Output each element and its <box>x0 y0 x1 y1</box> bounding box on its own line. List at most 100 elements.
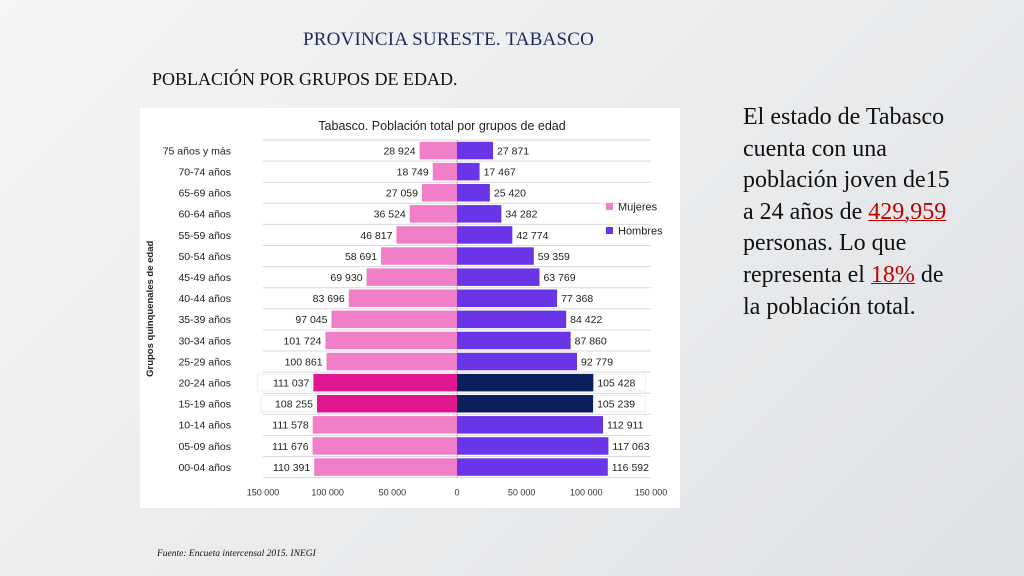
data-label-hombres: 17 467 <box>484 166 516 178</box>
summary-text-part1: El estado de Tabasco cuenta con una pobl… <box>743 104 950 225</box>
data-label-hombres: 59 359 <box>538 251 570 263</box>
data-label-mujeres: 18 749 <box>397 166 429 178</box>
summary-highlight-population: 429,959 <box>868 198 947 225</box>
data-label-mujeres: 27 059 <box>386 188 418 200</box>
y-tick-label: 70-74 años <box>178 166 231 178</box>
data-label-mujeres: 110 391 <box>273 462 310 474</box>
bar-hombres <box>457 416 604 434</box>
legend-swatch-hombres <box>606 227 613 234</box>
legend-label-hombres: Hombres <box>618 226 663 238</box>
bar-mujeres <box>316 395 457 413</box>
y-tick-label: 10-14 años <box>178 420 231 432</box>
data-label-hombres: 105 239 <box>597 399 635 411</box>
data-label-mujeres: 28 924 <box>383 145 415 157</box>
data-label-hombres: 117 063 <box>612 441 649 453</box>
data-label-mujeres: 69 930 <box>330 272 362 284</box>
y-tick-label: 30-34 años <box>178 335 231 347</box>
bar-mujeres <box>312 437 457 455</box>
bar-hombres <box>457 268 540 286</box>
chart-title: Tabasco. Población total por grupos de e… <box>318 119 565 133</box>
data-label-mujeres: 108 255 <box>275 399 313 411</box>
x-tick-label: 0 <box>454 488 459 498</box>
data-label-hombres: 25 420 <box>494 188 526 200</box>
bar-mujeres <box>409 205 457 223</box>
population-pyramid-chart: Tabasco. Población total por grupos de e… <box>145 119 668 498</box>
y-axis-title: Grupos quinquenales de edad <box>145 241 156 377</box>
data-label-hombres: 77 368 <box>561 293 593 305</box>
data-label-mujeres: 100 861 <box>285 356 323 368</box>
data-label-hombres: 105 428 <box>597 377 635 389</box>
summary-text-part3: de la población total. <box>743 261 944 320</box>
data-label-bg <box>256 373 312 392</box>
data-label-bg <box>594 373 646 392</box>
bar-mujeres <box>422 184 457 202</box>
data-label-hombres: 92 779 <box>581 356 613 368</box>
y-tick-label: 45-49 años <box>178 272 231 284</box>
y-tick-label: 00-04 años <box>178 462 231 474</box>
bar-mujeres <box>366 268 457 286</box>
summary-text-part2: personas. Lo que representa el <box>743 230 907 288</box>
data-label-hombres: 112 911 <box>607 420 644 432</box>
bar-hombres <box>457 437 609 455</box>
y-tick-label: 60-64 años <box>178 209 231 221</box>
x-tick-label: 150 000 <box>635 488 668 498</box>
bar-mujeres <box>381 247 457 265</box>
chart-area: Tabasco. Población total por grupos de e… <box>140 108 680 508</box>
data-label-mujeres: 101 724 <box>283 335 321 347</box>
bar-mujeres <box>326 352 457 371</box>
bar-hombres <box>457 289 558 307</box>
source-note: Fuente: Encueta intercensal 2015. INEGI <box>157 549 316 559</box>
legend-label-mujeres: Mujeres <box>618 202 658 214</box>
bar-hombres <box>457 205 502 223</box>
data-label-hombres: 42 774 <box>516 230 548 242</box>
bar-mujeres <box>313 373 457 392</box>
x-tick-label: 150 000 <box>247 488 280 498</box>
bar-hombres <box>457 226 513 244</box>
bar-hombres <box>457 395 594 413</box>
bar-hombres <box>457 184 490 202</box>
data-label-hombres: 116 592 <box>612 462 649 474</box>
bar-mujeres <box>348 289 457 307</box>
bar-mujeres <box>432 162 457 181</box>
data-label-mujeres: 46 817 <box>360 230 392 242</box>
summary-highlight-percent: 18% <box>870 261 915 288</box>
data-label-mujeres: 83 696 <box>313 293 345 305</box>
x-tick-label: 50 000 <box>508 488 536 498</box>
bar-mujeres <box>314 458 457 476</box>
slide-subtitle: POBLACIÓN POR GRUPOS DE EDAD. <box>152 69 458 89</box>
data-label-hombres: 34 282 <box>505 209 537 221</box>
bar-hombres <box>457 352 577 371</box>
data-label-mujeres: 36 524 <box>374 209 406 221</box>
bar-mujeres <box>419 141 457 160</box>
data-label-mujeres: 111 578 <box>272 420 309 432</box>
slide-title: PROVINCIA SURESTE. TABASCO <box>303 29 595 50</box>
data-label-hombres: 27 871 <box>497 145 529 157</box>
y-tick-label: 35-39 años <box>178 314 231 326</box>
y-tick-label: 40-44 años <box>178 293 231 305</box>
bar-mujeres <box>331 310 457 329</box>
legend-swatch-mujeres <box>606 203 613 210</box>
data-label-hombres: 87 860 <box>575 335 607 347</box>
x-tick-label: 50 000 <box>379 488 407 498</box>
data-label-mujeres: 97 045 <box>295 314 327 326</box>
y-tick-label: 05-09 años <box>178 441 231 453</box>
bar-hombres <box>457 331 571 350</box>
bar-mujeres <box>325 331 457 350</box>
bar-hombres <box>457 141 494 160</box>
data-label-mujeres: 58 691 <box>345 251 377 263</box>
y-tick-label: 15-19 años <box>178 399 231 411</box>
data-label-mujeres: 111 037 <box>273 377 310 389</box>
y-tick-label: 75 años y más <box>163 145 231 157</box>
x-tick-label: 100 000 <box>570 488 603 498</box>
y-tick-label: 25-29 años <box>178 356 231 368</box>
y-tick-label: 55-59 años <box>178 230 231 242</box>
data-label-hombres: 84 422 <box>570 314 602 326</box>
data-label-hombres: 63 769 <box>543 272 575 284</box>
data-label-bg <box>594 395 646 413</box>
bar-mujeres <box>396 226 457 244</box>
bar-hombres <box>457 247 534 265</box>
summary-text: El estado de Tabasco cuenta con una pobl… <box>743 102 963 323</box>
bar-hombres <box>457 458 608 476</box>
bar-hombres <box>457 373 594 392</box>
y-tick-label: 65-69 años <box>178 188 231 200</box>
